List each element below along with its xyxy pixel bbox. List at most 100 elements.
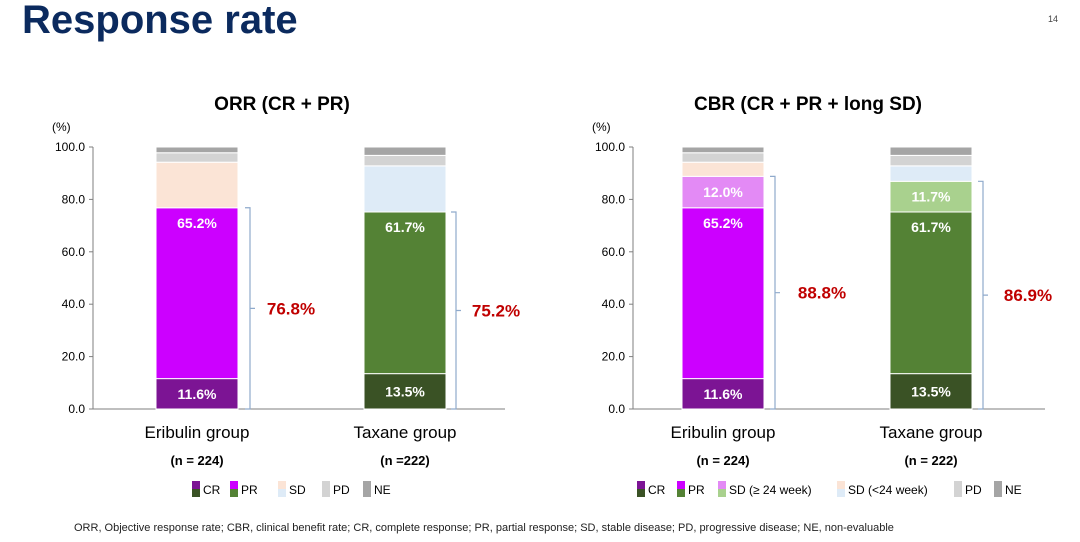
orr-bracket [451, 211, 461, 410]
orr-data-label: 65.2% [177, 215, 217, 231]
orr-legend-swatch [278, 489, 286, 497]
orr-y-axis-label: (%) [52, 120, 71, 134]
cbr-bar-taxane-ne [889, 146, 973, 156]
orr-legend-swatch [230, 489, 238, 497]
page-number: 14 [1047, 14, 1058, 24]
orr-bar-taxane-pd [363, 154, 447, 167]
cbr-bar-eribulin-ne [681, 146, 765, 154]
orr-bar-eribulin-sd [155, 161, 239, 209]
orr-bracket-label: 75.2% [472, 301, 520, 320]
orr-legend-swatch [322, 481, 330, 489]
cbr-data-label: 61.7% [911, 219, 951, 235]
cbr-bracket [770, 175, 780, 410]
cbr-legend-swatch [718, 489, 726, 497]
cbr-bracket [978, 180, 988, 410]
orr-category-n: (n =222) [380, 453, 430, 468]
orr-legend-swatch [230, 481, 238, 489]
orr-legend-swatch [363, 481, 371, 489]
cbr-bar-eribulin-sd-24-week- [681, 161, 765, 177]
cbr-category-label: Taxane group [879, 423, 982, 442]
cbr-data-label: 11.6% [704, 386, 743, 402]
orr-category-label: Taxane group [353, 423, 456, 442]
orr-legend-swatch [192, 489, 200, 497]
orr-legend-swatch [322, 489, 330, 497]
cbr-legend-swatch [718, 481, 726, 489]
cbr-bar-eribulin-cr [681, 378, 765, 410]
cbr-legend-label: SD (<24 week) [848, 483, 928, 497]
cbr-bar-taxane-cr [889, 373, 973, 410]
orr-category-n: (n = 224) [170, 453, 223, 468]
cbr-legend-label: SD (≥ 24 week) [729, 483, 812, 497]
orr-legend-label: SD [289, 483, 306, 497]
cbr-legend-swatch [954, 481, 962, 489]
orr-y-tick-label: 60.0 [62, 245, 86, 259]
orr-bracket-label: 76.8% [267, 299, 315, 318]
cbr-y-axis-label: (%) [592, 120, 611, 134]
cbr-chart-title: CBR (CR + PR + long SD) [694, 94, 922, 115]
cbr-legend-label: PD [965, 483, 982, 497]
orr-bar-eribulin-cr [155, 378, 239, 410]
cbr-legend-swatch [677, 481, 685, 489]
cbr-bar-taxane-pr [889, 211, 973, 375]
orr-legend-label: PD [333, 483, 350, 497]
footnote: ORR, Objective response rate; CBR, clini… [74, 522, 894, 534]
orr-bar-eribulin-ne [155, 146, 239, 154]
cbr-data-label: 65.2% [703, 215, 743, 231]
cbr-y-tick-label: 80.0 [602, 192, 626, 206]
cbr-data-label: 13.5% [911, 383, 951, 399]
cbr-data-label: 11.7% [912, 189, 951, 205]
cbr-legend-swatch [837, 489, 845, 497]
orr-bar-eribulin-pd [155, 152, 239, 163]
orr-legend-swatch [278, 481, 286, 489]
cbr-legend-swatch [637, 489, 645, 497]
orr-data-label: 61.7% [385, 219, 425, 235]
orr-legend-label: NE [374, 483, 391, 497]
cbr-category-label: Eribulin group [671, 423, 776, 442]
cbr-data-label: 12.0% [703, 184, 743, 200]
cbr-category-n: (n = 222) [904, 453, 957, 468]
orr-bar-taxane-ne [363, 146, 447, 156]
cbr-y-tick-label: 20.0 [602, 350, 626, 364]
cbr-bracket-label: 86.9% [1004, 286, 1052, 305]
orr-chart-title: ORR (CR + PR) [214, 94, 350, 115]
cbr-legend-label: CR [648, 483, 666, 497]
orr-legend-label: CR [203, 483, 221, 497]
orr-y-tick-label: 0.0 [68, 402, 85, 416]
cbr-legend-swatch [637, 481, 645, 489]
orr-data-label: 11.6% [178, 386, 217, 402]
cbr-bar-taxane-pd [889, 154, 973, 167]
cbr-bar-eribulin-pd [681, 152, 765, 163]
orr-y-tick-label: 100.0 [55, 140, 85, 154]
orr-y-tick-label: 80.0 [62, 192, 86, 206]
orr-chart: ORR (CR + PR) (%) 0.0 20.0 40.0 60.0 80.0 100.0… [52, 94, 520, 497]
orr-bar-eribulin-pr [155, 207, 239, 380]
cbr-legend-swatch [994, 481, 1002, 489]
cbr-legend-label: PR [688, 483, 705, 497]
orr-bar-taxane-sd [363, 165, 447, 213]
cbr-legend-label: NE [1005, 483, 1022, 497]
cbr-bar-taxane-sd-24-week- [889, 165, 973, 182]
orr-bar-taxane-pr [363, 211, 447, 375]
orr-bar-taxane-cr [363, 373, 447, 410]
orr-legend-label: PR [241, 483, 258, 497]
cbr-y-tick-label: 100.0 [595, 140, 625, 154]
orr-bracket [245, 207, 255, 410]
cbr-legend-swatch [677, 489, 685, 497]
cbr-legend-swatch [994, 489, 1002, 497]
cbr-legend-swatch [837, 481, 845, 489]
cbr-y-tick-label: 40.0 [602, 297, 626, 311]
orr-data-label: 13.5% [385, 383, 425, 399]
cbr-y-tick-label: 60.0 [602, 245, 626, 259]
orr-legend-swatch [363, 489, 371, 497]
orr-y-tick-label: 20.0 [62, 350, 86, 364]
cbr-bar-eribulin-pr [681, 207, 765, 380]
orr-legend-swatch [192, 481, 200, 489]
cbr-y-tick-label: 0.0 [608, 402, 625, 416]
page-title: Response rate [22, 0, 298, 42]
orr-category-label: Eribulin group [145, 423, 250, 442]
cbr-category-n: (n = 224) [696, 453, 749, 468]
orr-y-tick-label: 40.0 [62, 297, 86, 311]
cbr-bar-eribulin-sd-24-week- [681, 175, 765, 209]
cbr-bracket-label: 88.8% [798, 284, 846, 303]
cbr-chart: CBR (CR + PR + long SD) (%) 0.0 20.0 40.0 60.… [592, 94, 1052, 497]
